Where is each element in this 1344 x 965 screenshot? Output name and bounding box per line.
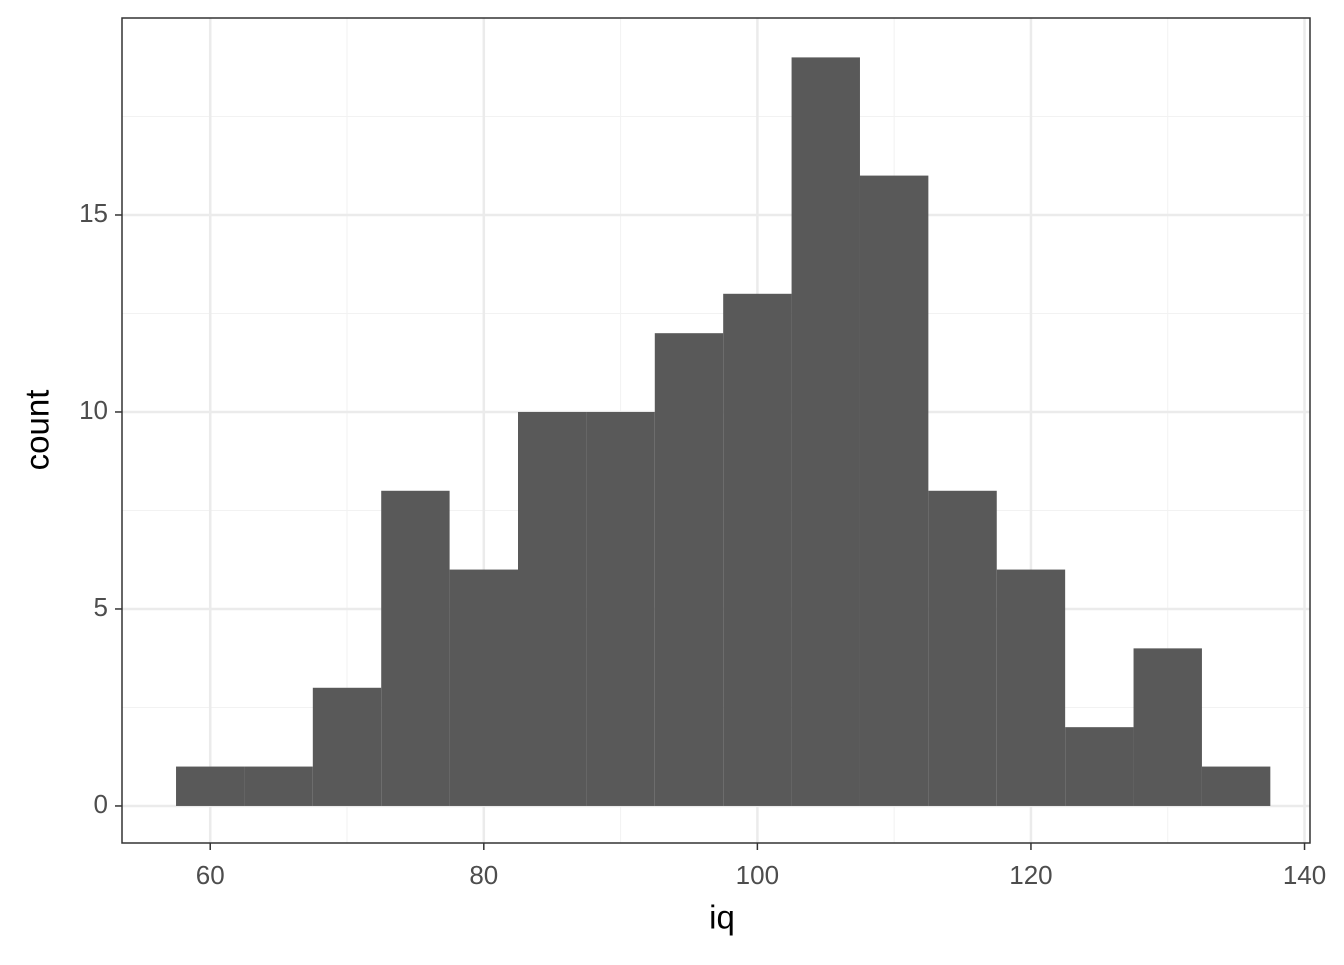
bar xyxy=(312,687,382,806)
bar xyxy=(381,490,450,806)
bar xyxy=(244,766,313,806)
x-axis-title: iq xyxy=(709,899,735,936)
bar xyxy=(928,490,997,806)
bar xyxy=(1201,766,1271,806)
y-tick-label: 15 xyxy=(79,198,108,228)
bar xyxy=(586,411,655,806)
axes: 60 80 100 120 140 0 5 10 15 xyxy=(79,198,1326,890)
panel-border xyxy=(121,17,1311,844)
x-tick-label: 100 xyxy=(736,860,779,890)
bar xyxy=(176,766,245,806)
bar xyxy=(791,57,860,806)
y-tick-label: 5 xyxy=(94,592,108,622)
bar xyxy=(449,569,518,806)
bar xyxy=(996,569,1066,806)
bar xyxy=(723,293,792,806)
bar xyxy=(518,411,587,806)
y-tick-label: 10 xyxy=(79,395,108,425)
bar xyxy=(1065,727,1134,806)
y-tick-label: 0 xyxy=(94,789,108,819)
bar xyxy=(654,333,724,806)
bars xyxy=(176,57,1271,806)
x-tick-label: 140 xyxy=(1283,860,1326,890)
bar xyxy=(859,175,929,806)
x-tick-label: 80 xyxy=(469,860,498,890)
x-tick-label: 60 xyxy=(196,860,225,890)
bar xyxy=(1133,648,1202,806)
y-axis-title: count xyxy=(19,390,56,471)
x-tick-label: 120 xyxy=(1009,860,1052,890)
